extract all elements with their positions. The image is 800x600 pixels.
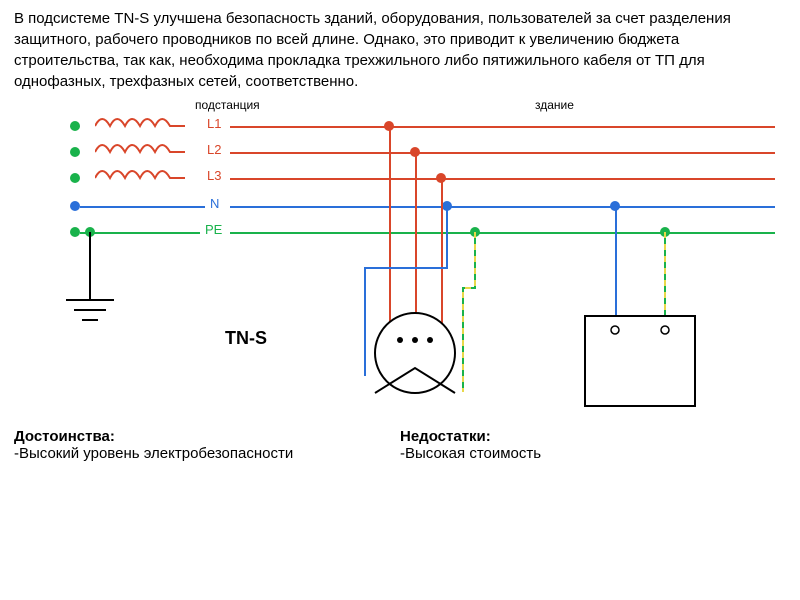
- box-symbol: [575, 306, 705, 416]
- inductor-L2: [95, 142, 185, 162]
- label-N: N: [210, 196, 219, 211]
- tns-diagram: подстанция здание L1 L2 L3 N PE TN-S: [15, 98, 785, 418]
- inductor-L1: [95, 116, 185, 136]
- wire-PE: [230, 232, 775, 234]
- wire-L3: [230, 178, 775, 180]
- wire-N-stub: [80, 206, 205, 208]
- pros-col: Достоинства: -Высокий уровень электробез…: [14, 428, 400, 462]
- wire-L1: [230, 126, 775, 128]
- wire-N: [230, 206, 775, 208]
- cons-col: Недостатки: -Высокая стоимость: [400, 428, 786, 462]
- label-L1: L1: [207, 116, 221, 131]
- substation-label: подстанция: [195, 98, 260, 112]
- dot-N-left: [70, 201, 80, 211]
- footer-pros-cons: Достоинства: -Высокий уровень электробез…: [14, 428, 786, 462]
- label-PE: PE: [205, 222, 222, 237]
- dot-L3-left: [70, 173, 80, 183]
- inductor-L3: [95, 168, 185, 188]
- building-label: здание: [535, 98, 574, 112]
- pros-title: Достоинства:: [14, 428, 115, 445]
- ground-symbol: [60, 232, 120, 332]
- cons-title: Недостатки:: [400, 428, 491, 445]
- label-L3: L3: [207, 168, 221, 183]
- label-L2: L2: [207, 142, 221, 157]
- system-label: TN-S: [225, 328, 267, 349]
- cons-text: -Высокая стоимость: [400, 445, 541, 462]
- dot-L1-left: [70, 121, 80, 131]
- motor-symbol: [355, 298, 475, 418]
- wire-L2: [230, 152, 775, 154]
- dot-L2-left: [70, 147, 80, 157]
- pros-text: -Высокий уровень электробезопасности: [14, 445, 293, 462]
- intro-text: В подсистеме TN-S улучшена безопасность …: [14, 8, 786, 92]
